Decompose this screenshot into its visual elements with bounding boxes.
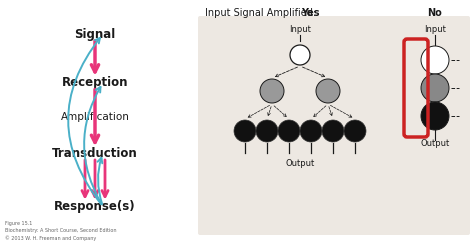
FancyBboxPatch shape	[198, 16, 470, 235]
Text: Signal: Signal	[74, 27, 116, 41]
Circle shape	[421, 74, 449, 102]
Text: Input Signal Amplified:: Input Signal Amplified:	[205, 8, 316, 18]
Text: Input: Input	[289, 26, 311, 35]
Circle shape	[290, 45, 310, 65]
Text: Input: Input	[424, 26, 446, 35]
Text: Yes: Yes	[301, 8, 319, 18]
Text: Transduction: Transduction	[52, 147, 138, 160]
Circle shape	[256, 120, 278, 142]
Circle shape	[234, 120, 256, 142]
Text: Output: Output	[285, 158, 315, 167]
Circle shape	[421, 46, 449, 74]
Text: Amplification: Amplification	[61, 112, 129, 122]
Circle shape	[316, 79, 340, 103]
Text: No: No	[428, 8, 442, 18]
Text: Figure 15.1
Biochemistry: A Short Course, Second Edition
© 2013 W. H. Freeman an: Figure 15.1 Biochemistry: A Short Course…	[5, 221, 117, 241]
Circle shape	[322, 120, 344, 142]
Circle shape	[344, 120, 366, 142]
Text: Reception: Reception	[62, 76, 128, 89]
Circle shape	[278, 120, 300, 142]
Circle shape	[300, 120, 322, 142]
Text: Output: Output	[420, 139, 450, 148]
Circle shape	[260, 79, 284, 103]
Circle shape	[421, 102, 449, 130]
Text: Response(s): Response(s)	[54, 200, 136, 213]
